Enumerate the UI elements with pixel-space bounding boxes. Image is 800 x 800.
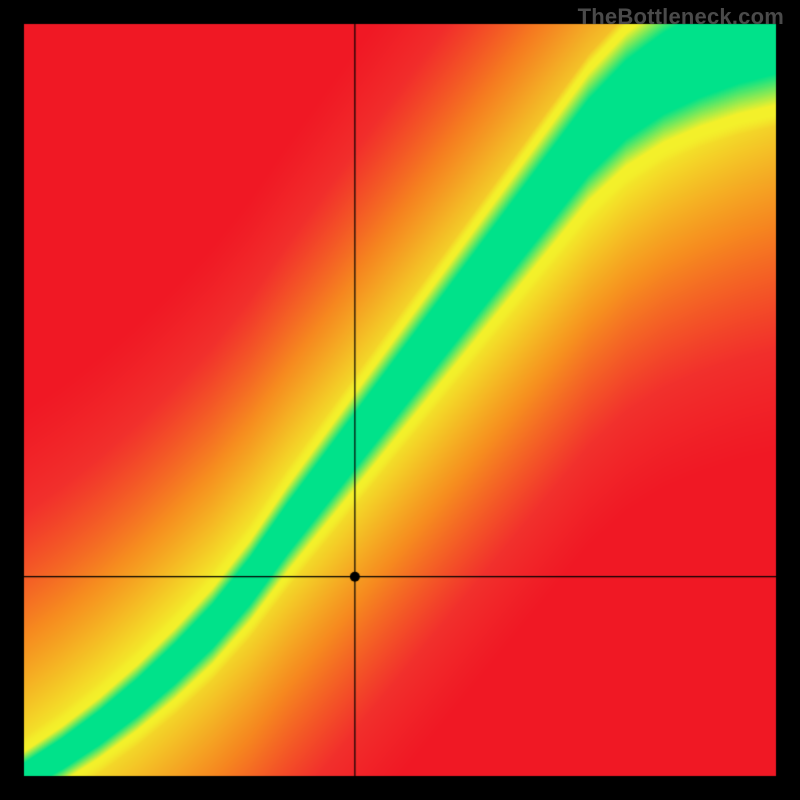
watermark-text: TheBottleneck.com [578, 4, 784, 30]
bottleneck-heatmap [0, 0, 800, 800]
